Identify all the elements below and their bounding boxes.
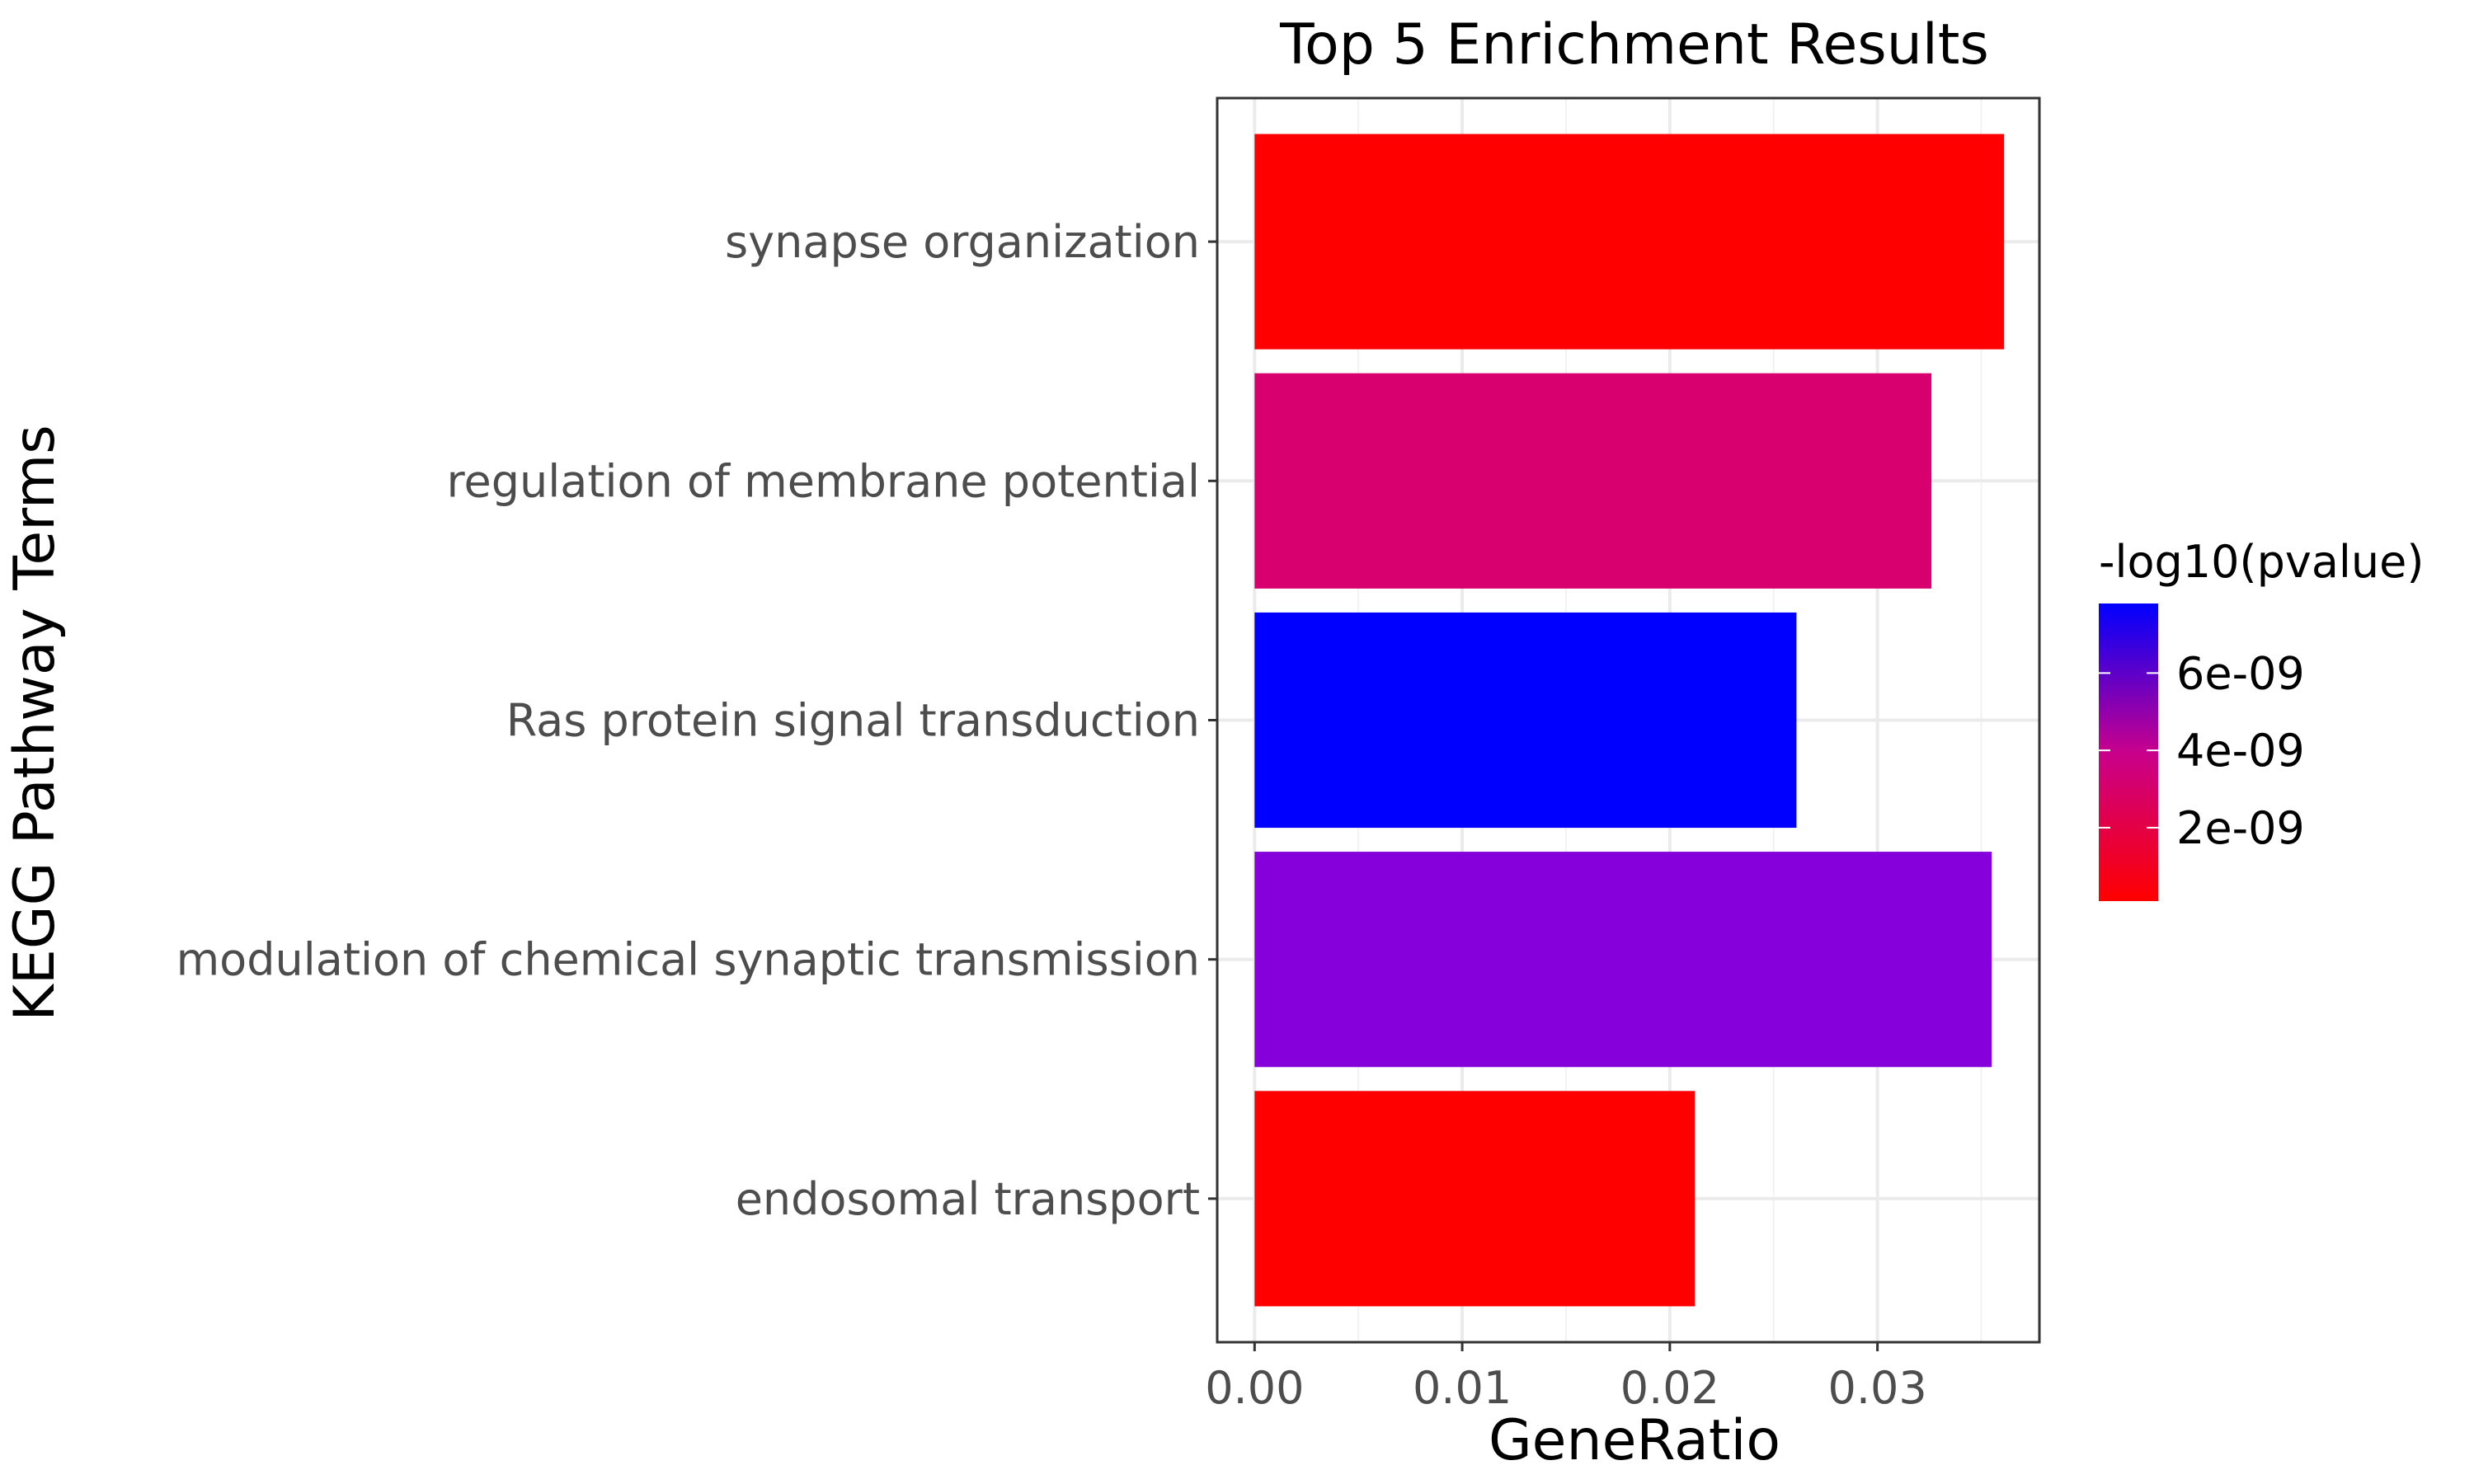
bar — [1254, 852, 1992, 1068]
bar — [1254, 1091, 1696, 1307]
legend-tick-label: 4e-09 — [2176, 725, 2305, 777]
x-tick-label: 0.03 — [1828, 1362, 1927, 1414]
y-axis-title: KEGG Pathway Terms — [2, 425, 68, 1021]
y-tick-label: modulation of chemical synaptic transmis… — [176, 934, 1200, 986]
x-tick-label: 0.01 — [1413, 1362, 1512, 1414]
legend-tick-label: 2e-09 — [2176, 802, 2305, 854]
legend-colorbar — [2099, 603, 2158, 901]
color-legend: -log10(pvalue) 2e-09 4e-09 6e-09 — [2099, 536, 2424, 901]
x-axis-title: GeneRatio — [1489, 1408, 1780, 1473]
legend-title: -log10(pvalue) — [2099, 536, 2424, 588]
plot-panel: synapse organization regulation of membra… — [176, 96, 2041, 1414]
bar — [1254, 612, 1797, 829]
chart-title: Top 5 Enrichment Results — [1279, 12, 1989, 77]
y-tick-label: synapse organization — [725, 216, 1200, 268]
y-tick-label: endosomal transport — [736, 1173, 1200, 1225]
y-tick-label: regulation of membrane potential — [447, 455, 1200, 507]
x-tick-label: 0.00 — [1205, 1362, 1304, 1414]
x-tick-label: 0.02 — [1620, 1362, 1719, 1414]
bar — [1254, 373, 1932, 589]
legend-tick-label: 6e-09 — [2176, 647, 2305, 699]
y-tick-label: Ras protein signal transduction — [506, 695, 1200, 747]
bar — [1254, 134, 2005, 350]
